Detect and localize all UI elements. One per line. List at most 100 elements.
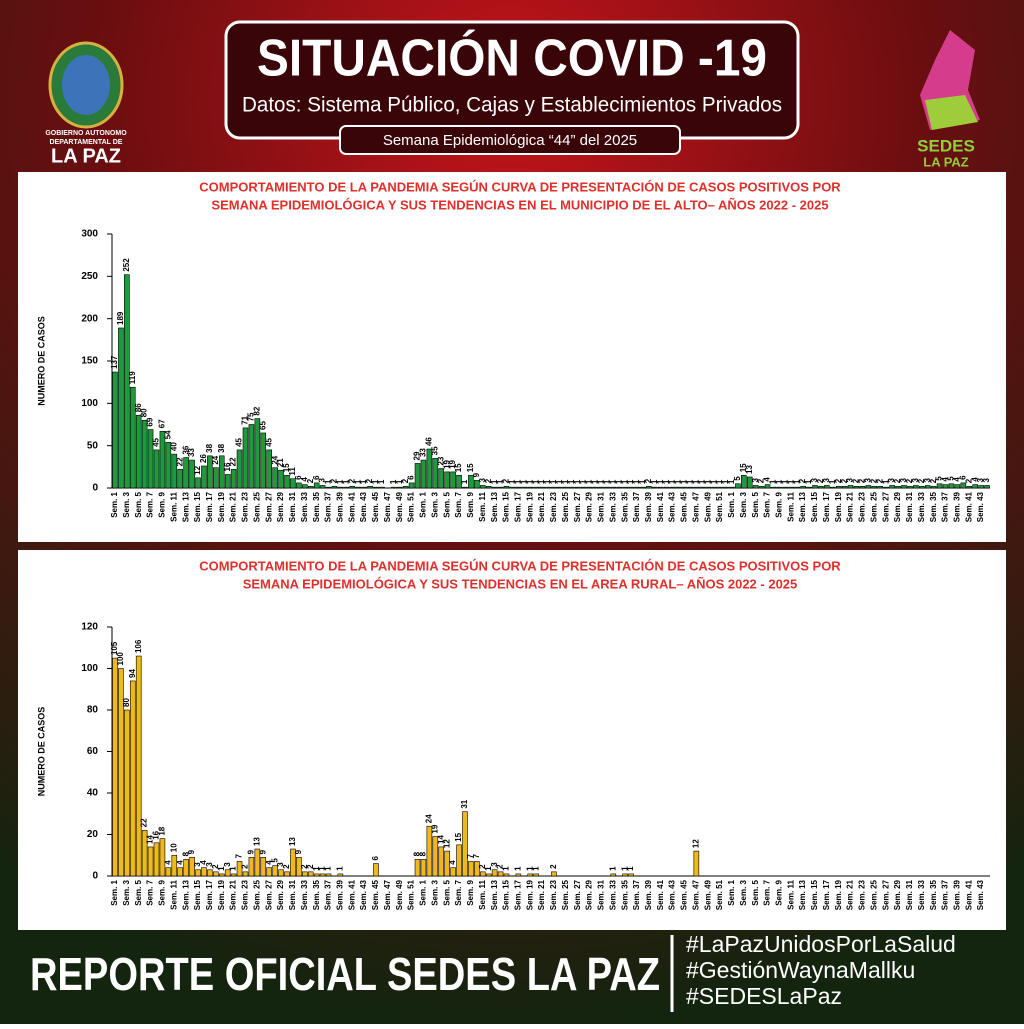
x-tick-label: Sem. 17: [822, 879, 831, 910]
x-tick-label: Sem. 51: [715, 491, 724, 522]
data-label: 3: [976, 477, 985, 482]
x-tick-label: Sem. 27: [881, 491, 890, 522]
x-tick-label: Sem. 25: [869, 879, 878, 910]
bar: [218, 455, 225, 489]
bar: [610, 486, 617, 489]
x-tick-label: Sem. 21: [229, 491, 238, 522]
x-tick-label: Sem. 39: [336, 491, 345, 522]
x-tick-label: Sem. 1: [110, 491, 119, 517]
data-label: 3: [822, 477, 831, 482]
x-tick-label: Sem. 7: [454, 491, 463, 517]
bar: [420, 459, 427, 489]
data-label: 1: [312, 866, 321, 871]
x-tick-label: Sem. 51: [407, 879, 416, 910]
data-label: 38: [205, 443, 214, 452]
data-label: 2: [893, 478, 902, 483]
y-tick-label: 0: [92, 483, 98, 494]
x-tick-label: Sem. 3: [430, 491, 439, 517]
x-tick-label: Sem. 7: [146, 879, 155, 905]
week-box: [339, 125, 681, 155]
data-label: 4: [175, 860, 184, 865]
data-label: 3: [478, 477, 487, 482]
x-tick-label: Sem. 17: [513, 491, 522, 522]
data-label: 2: [478, 864, 487, 869]
bar: [379, 486, 385, 489]
x-tick-label: Sem. 49: [395, 879, 404, 910]
footer-title: REPORTE OFICIAL SEDES LA PAZ: [30, 948, 660, 1000]
bar: [616, 486, 623, 489]
bar: [426, 825, 433, 877]
hashtag: #SEDESLaPaz: [686, 983, 842, 1009]
data-label: 1: [602, 479, 611, 484]
data-label: 1: [721, 479, 730, 484]
data-label: 7: [472, 853, 481, 858]
bar: [272, 467, 278, 489]
data-label: 2: [834, 478, 843, 483]
x-tick-label: Sem. 3: [739, 879, 748, 905]
data-label: 5: [270, 858, 279, 863]
x-tick-label: Sem. 17: [205, 491, 214, 522]
bar: [355, 486, 361, 489]
bar: [503, 486, 510, 489]
x-tick-label: Sem. 31: [597, 879, 606, 910]
bar: [889, 485, 895, 489]
x-tick-label: Sem. 9: [466, 491, 475, 517]
data-label: 1: [324, 866, 333, 871]
x-tick-label: Sem. 51: [407, 491, 416, 522]
bar: [414, 859, 421, 877]
bar: [568, 486, 575, 489]
data-label: 2: [549, 864, 558, 869]
data-label: 2: [644, 478, 653, 483]
bar: [794, 486, 800, 489]
bar: [835, 486, 842, 489]
data-label: 1: [608, 479, 617, 484]
x-tick-label: Sem. 21: [846, 491, 855, 522]
data-label: 5: [733, 476, 742, 481]
bar: [972, 484, 978, 489]
data-label: 1: [709, 479, 718, 484]
chart-title: COMPORTAMIENTO DE LA PANDEMIA SEGÚN CURV…: [199, 558, 841, 573]
data-label: 8: [413, 851, 422, 856]
data-label: 6: [958, 475, 967, 480]
bar: [764, 484, 771, 489]
data-label: 137: [110, 355, 119, 369]
data-label: 9: [294, 849, 303, 854]
bar: [978, 485, 984, 489]
bar: [533, 873, 539, 877]
x-tick-label: Sem. 11: [169, 879, 178, 909]
x-tick-label: Sem. 25: [869, 491, 878, 522]
bar: [195, 869, 201, 877]
x-tick-label: Sem. 21: [229, 879, 238, 910]
bar: [224, 869, 231, 877]
bar: [313, 873, 320, 877]
bar: [942, 484, 949, 489]
bar: [331, 486, 338, 489]
data-label: 1: [656, 479, 665, 484]
data-label: 1: [525, 866, 534, 871]
x-tick-label: Sem. 29: [893, 491, 902, 522]
bar: [806, 486, 812, 489]
bar: [444, 471, 450, 489]
bar: [485, 873, 492, 877]
bar: [847, 485, 854, 489]
data-label: 6: [294, 475, 303, 480]
bar: [681, 486, 688, 489]
bar: [213, 871, 219, 877]
hashtag: #LaPazUnidosPorLaSalud: [686, 931, 956, 957]
data-label: 19: [430, 824, 439, 833]
data-label: 1: [324, 479, 333, 484]
x-tick-label: Sem. 9: [775, 491, 784, 517]
data-label: 1: [881, 479, 890, 484]
bar: [788, 486, 795, 489]
x-tick-label: Sem. 39: [336, 879, 345, 910]
data-label: 45: [264, 437, 273, 446]
chart-panel: [18, 550, 1006, 930]
bar: [147, 846, 154, 877]
bar: [705, 486, 712, 489]
data-label: 12: [193, 465, 202, 474]
bar: [580, 486, 587, 489]
x-tick-label: Sem. 41: [347, 879, 356, 910]
x-tick-label: Sem. 1: [419, 879, 428, 905]
x-tick-label: Sem. 23: [241, 879, 250, 910]
data-label: 1: [786, 479, 795, 484]
